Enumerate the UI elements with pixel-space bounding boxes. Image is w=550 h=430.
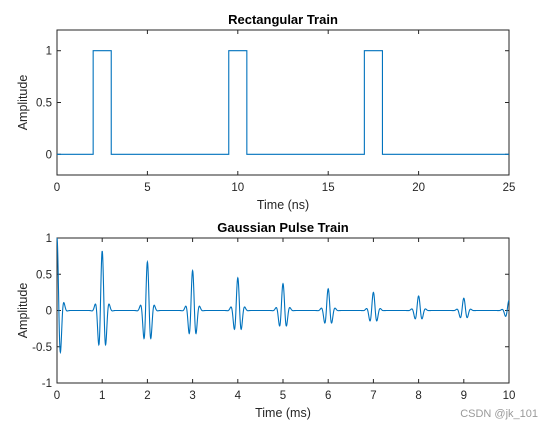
x-tick-label: 20	[412, 182, 425, 194]
x-tick-label: 10	[231, 182, 244, 194]
chart-title: Rectangular Train	[228, 12, 338, 27]
y-tick-label: -0.5	[32, 342, 52, 354]
y-tick-label: 0.5	[36, 98, 52, 110]
x-tick-label: 4	[235, 390, 242, 402]
x-tick-label: 0	[54, 182, 60, 194]
x-tick-label: 10	[503, 390, 516, 402]
y-tick-label: 0.5	[36, 269, 52, 281]
axis-ticks: 0 1 2 3 4 5 6 7 8 9 10 -1 -0.5 0 0.5 1	[32, 233, 515, 402]
x-tick-label: 5	[144, 182, 150, 194]
x-tick-label: 5	[280, 390, 286, 402]
plot-rectangular-train: Rectangular Train 0 5 10 15 20 25 0 0.5 1 Time (…	[16, 12, 515, 212]
x-tick-label: 7	[370, 390, 376, 402]
axes-box	[56, 29, 510, 176]
chart-title: Gaussian Pulse Train	[217, 220, 349, 235]
y-axis-label: Amplitude	[16, 283, 30, 339]
x-tick-label: 1	[99, 390, 105, 402]
y-tick-label: 0	[46, 306, 52, 318]
axis-ticks: 0 5 10 15 20 25 0 0.5 1	[36, 30, 515, 194]
y-tick-label: 0	[46, 149, 52, 161]
y-tick-label: 1	[46, 233, 52, 245]
x-tick-label: 8	[415, 390, 421, 402]
x-tick-label: 6	[325, 390, 331, 402]
series-line	[57, 50, 509, 155]
y-tick-label: 1	[46, 46, 52, 58]
plot-gaussian-pulse-train: Gaussian Pulse Train 0 1 2 3 4 5 6 7 8 9 10-1-0.50…	[16, 220, 515, 420]
y-tick-label: -1	[42, 378, 52, 390]
x-tick-label: 3	[189, 390, 195, 402]
x-axis-label: Time (ms)	[255, 406, 311, 420]
x-axis-label: Time (ns)	[257, 198, 309, 212]
x-tick-label: 15	[322, 182, 335, 194]
x-tick-label: 0	[54, 390, 60, 402]
y-axis-label: Amplitude	[16, 75, 30, 131]
x-tick-label: 9	[461, 390, 467, 402]
watermark: CSDN @jk_101	[460, 408, 538, 420]
x-tick-label: 2	[144, 390, 150, 402]
series-line	[56, 237, 510, 355]
x-tick-label: 25	[503, 182, 516, 194]
